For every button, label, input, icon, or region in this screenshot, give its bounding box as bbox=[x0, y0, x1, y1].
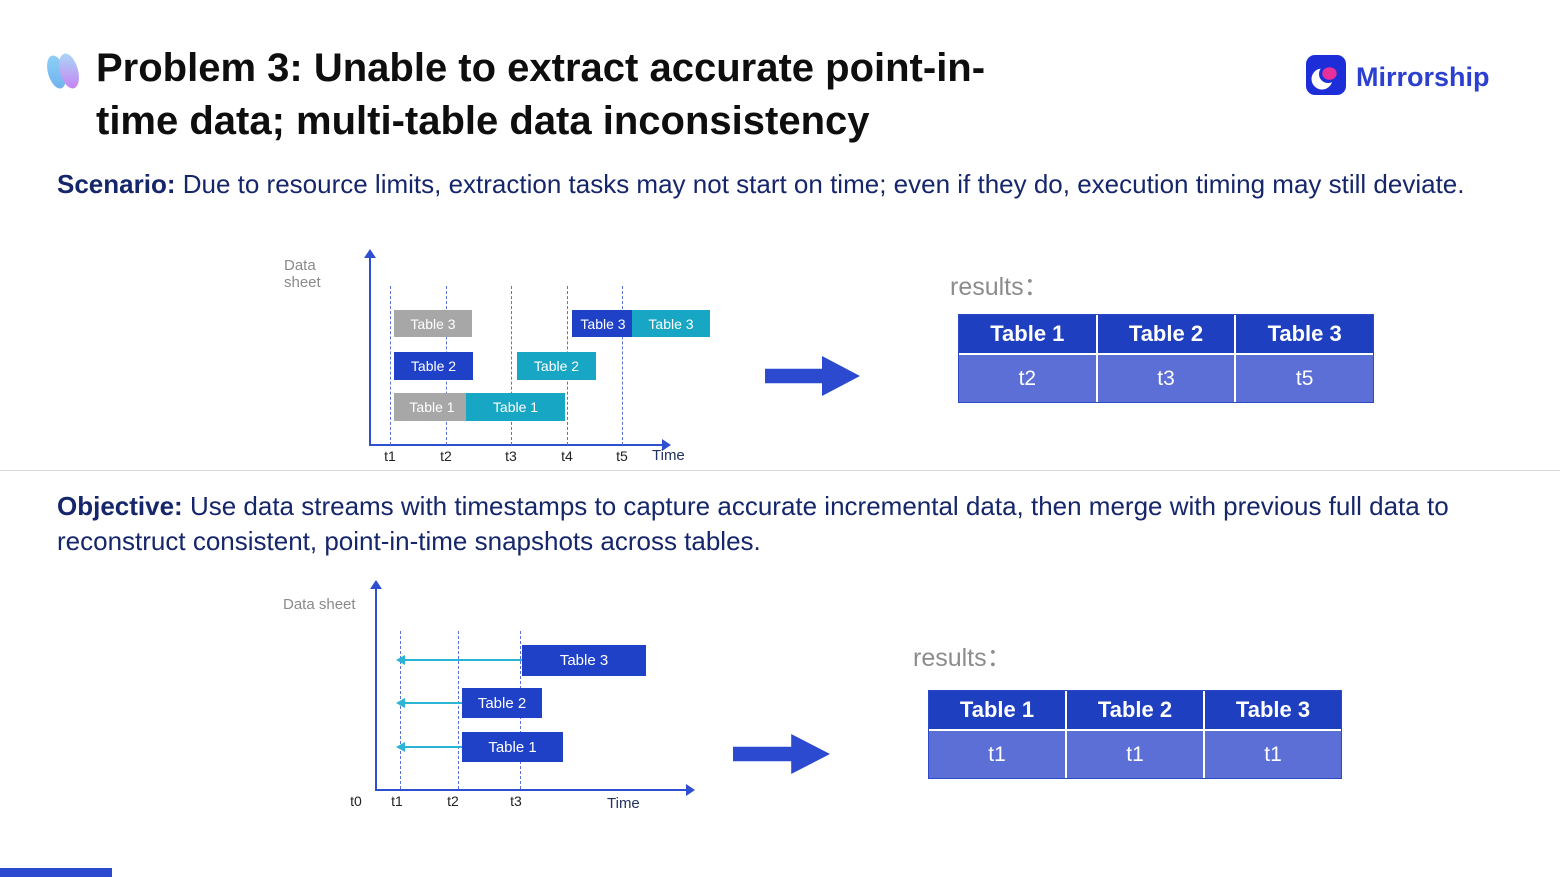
d1-table-header-cell: Table 3 bbox=[1236, 315, 1373, 353]
d1-x-axis bbox=[369, 444, 665, 446]
d2-flow-arrow-icon bbox=[733, 734, 830, 774]
d1-tick-t5: t5 bbox=[616, 448, 628, 464]
d1-table-header-cell: Table 1 bbox=[959, 315, 1096, 353]
page-title-line1: Problem 3: Unable to extract accurate po… bbox=[96, 46, 986, 90]
scenario-text: Due to resource limits, extraction tasks… bbox=[182, 169, 1465, 199]
d1-bar-table1-gray: Table 1 bbox=[394, 393, 470, 421]
d1-table-value-cell: t3 bbox=[1097, 355, 1235, 402]
d1-tick-t3: t3 bbox=[505, 448, 517, 464]
d2-table-value-cell: t1 bbox=[929, 731, 1065, 778]
d1-table-value-cell: t2 bbox=[959, 355, 1096, 402]
d1-y-axis bbox=[369, 257, 371, 445]
objective-label: Objective: bbox=[57, 491, 190, 521]
mirrorship-logo-icon bbox=[1306, 55, 1346, 100]
d2-x-axis bbox=[375, 789, 689, 791]
d1-flow-arrow-icon bbox=[765, 356, 860, 396]
d1-tick-t4: t4 bbox=[561, 448, 573, 464]
d1-guide-line-t3 bbox=[511, 286, 512, 445]
d2-tick-t1: t1 bbox=[391, 793, 403, 809]
d1-table-header-cell: Table 2 bbox=[1097, 315, 1235, 353]
d2-table-header-cell: Table 2 bbox=[1067, 691, 1203, 729]
d2-backfill-line-table2 bbox=[404, 702, 462, 704]
d2-table-header-cell: Table 1 bbox=[929, 691, 1065, 729]
objective-text: Use data streams with timestamps to capt… bbox=[57, 491, 1449, 557]
d2-y-axis bbox=[375, 588, 377, 790]
d2-y-axis-arrow-icon bbox=[370, 580, 382, 589]
scenario-paragraph: Scenario: Due to resource limits, extrac… bbox=[57, 167, 1467, 202]
d1-bar-table1-teal: Table 1 bbox=[466, 393, 565, 421]
d1-bar-table3-gray: Table 3 bbox=[394, 310, 472, 337]
d1-y-axis-label: Data sheet bbox=[284, 257, 321, 292]
slide-bullet-icon bbox=[43, 50, 87, 94]
d1-bar-table2-blue: Table 2 bbox=[394, 352, 473, 380]
d1-y-axis-arrow-icon bbox=[364, 249, 376, 258]
d2-backfill-line-table3 bbox=[404, 659, 522, 661]
d1-results-label: results： bbox=[950, 273, 1049, 301]
d1-x-axis-arrow-icon bbox=[662, 439, 671, 451]
d2-bar-table3: Table 3 bbox=[522, 645, 646, 676]
d2-tick-t3: t3 bbox=[510, 793, 522, 809]
d1-guide-line-t1 bbox=[390, 286, 391, 445]
objective-paragraph: Objective: Use data streams with timesta… bbox=[57, 489, 1467, 559]
scenario-label: Scenario: bbox=[57, 169, 183, 199]
d2-table-value-cell: t1 bbox=[1067, 731, 1203, 778]
d2-bar-table1: Table 1 bbox=[462, 732, 563, 762]
page-title-line2: time data; multi-table data inconsistenc… bbox=[96, 99, 870, 144]
section-divider bbox=[0, 470, 1560, 471]
d2-backfill-arrow-icon bbox=[396, 742, 405, 752]
d2-table-header-cell: Table 3 bbox=[1205, 691, 1341, 729]
d2-tick-t0: t0 bbox=[350, 793, 362, 809]
d2-tick-t2: t2 bbox=[447, 793, 459, 809]
d1-tick-t1: t1 bbox=[384, 448, 396, 464]
d2-guide-line-t2 bbox=[458, 631, 459, 789]
d2-table-value-cell: t1 bbox=[1205, 731, 1341, 778]
d2-x-axis-title: Time bbox=[607, 795, 640, 812]
bottom-accent-bar bbox=[0, 868, 112, 877]
mirrorship-logo: Mirrorship bbox=[1306, 55, 1490, 100]
d2-y-axis-label: Data sheet bbox=[283, 596, 356, 613]
d1-results-table: Table 1 Table 2 Table 3 t2 t3 t5 bbox=[958, 314, 1374, 403]
d1-bar-table2-teal: Table 2 bbox=[517, 352, 596, 380]
d2-backfill-line-table1 bbox=[404, 746, 462, 748]
d1-table-value-cell: t5 bbox=[1236, 355, 1373, 402]
d2-results-label: results： bbox=[913, 644, 1012, 672]
d2-x-axis-arrow-icon bbox=[686, 784, 695, 796]
d1-guide-line-t5 bbox=[622, 286, 623, 445]
d2-bar-table2: Table 2 bbox=[462, 688, 542, 718]
d2-guide-line-t1 bbox=[400, 631, 401, 789]
d2-results-table: Table 1 Table 2 Table 3 t1 t1 t1 bbox=[928, 690, 1342, 779]
d1-tick-t2: t2 bbox=[440, 448, 452, 464]
d1-bar-table3-blue: Table 3 bbox=[572, 310, 634, 337]
d1-x-axis-title: Time bbox=[652, 447, 685, 464]
d2-backfill-arrow-icon bbox=[396, 698, 405, 708]
logo-text: Mirrorship bbox=[1356, 62, 1490, 92]
page-title: Problem 3: Unable to extract accurate po… bbox=[96, 42, 1226, 148]
d2-backfill-arrow-icon bbox=[396, 655, 405, 665]
d1-bar-table3-teal: Table 3 bbox=[632, 310, 710, 337]
